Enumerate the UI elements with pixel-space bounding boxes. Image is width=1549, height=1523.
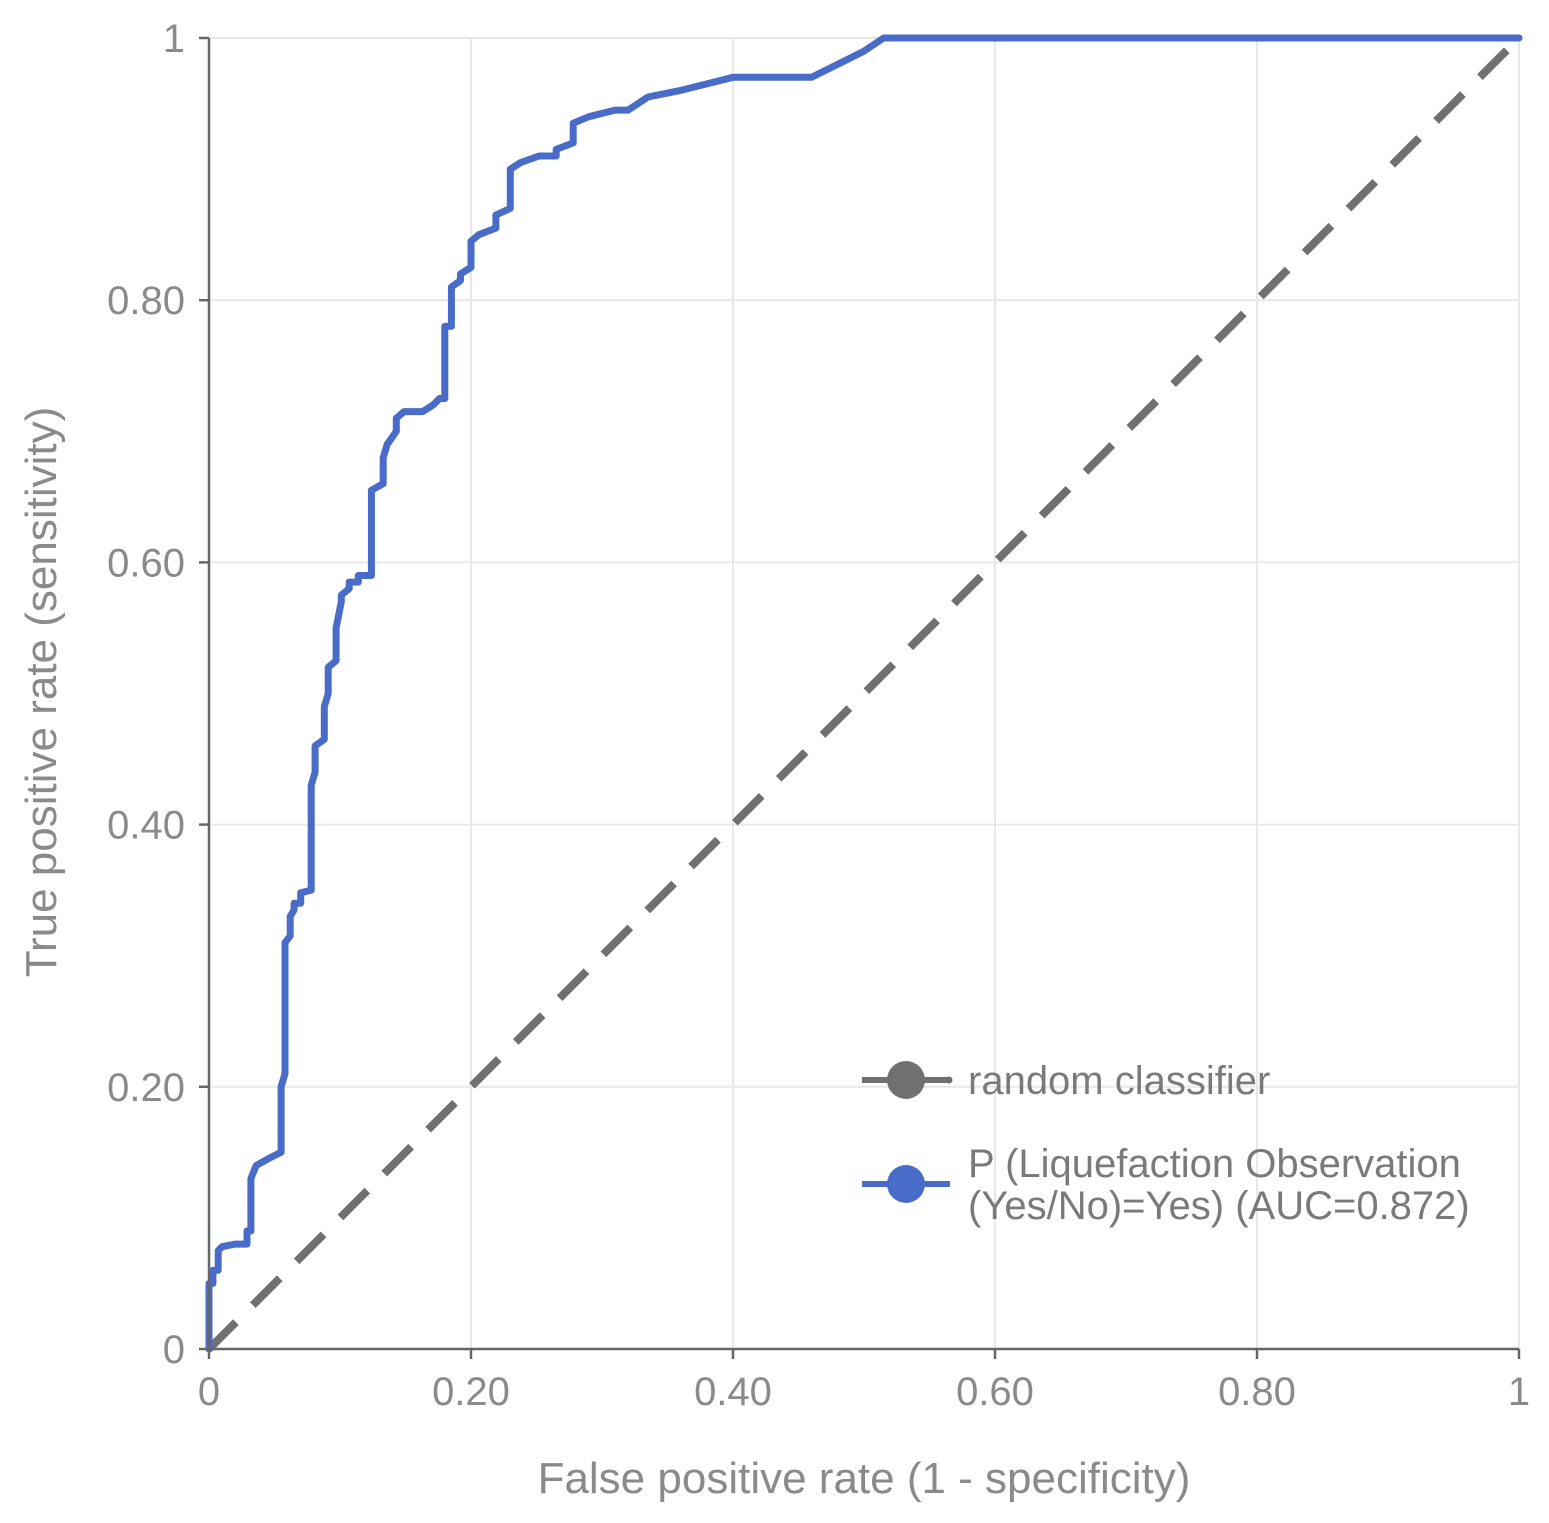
legend-label-1-1: (Yes/No)=Yes) (AUC=0.872)	[968, 1184, 1470, 1228]
x-axis-title: False positive rate (1 - specificity)	[538, 1454, 1191, 1503]
x-tick-label-0: 0	[198, 1370, 220, 1414]
x-tick-label-3: 0.60	[956, 1370, 1034, 1414]
y-axis-title: True positive rate (sensitivity)	[17, 407, 66, 978]
x-tick-label-4: 0.80	[1218, 1370, 1296, 1414]
x-tick-label-5: 1	[1508, 1370, 1530, 1414]
y-tick-label-0: 0	[163, 1328, 185, 1372]
y-tick-label-5: 1	[163, 17, 185, 61]
legend: random classifier P (Liquefaction Observa…	[862, 1059, 1470, 1228]
x-tick-label-2: 0.40	[694, 1370, 772, 1414]
y-tick-label-4: 0.80	[107, 279, 185, 323]
legend-marker-1	[887, 1165, 925, 1203]
roc-curve-line	[205, 34, 1523, 1353]
axes	[199, 36, 1521, 1359]
y-tick-label-3: 0.60	[107, 541, 185, 585]
x-tick-label-1: 0.20	[432, 1370, 510, 1414]
legend-dot-0	[945, 1076, 953, 1084]
y-tick-label-2: 0.40	[107, 804, 185, 848]
y-tick-label-1: 0.20	[107, 1066, 185, 1110]
tick-labels: 0 0.20 0.40 0.60 0.80 1 0 0.20 0.40 0.60 0.80 1	[107, 17, 1530, 1414]
plot-area	[205, 34, 1523, 1353]
legend-marker-0	[887, 1061, 925, 1099]
legend-label-0-0: random classifier	[968, 1059, 1270, 1103]
legend-label-1-0: P (Liquefaction Observation	[968, 1142, 1461, 1186]
